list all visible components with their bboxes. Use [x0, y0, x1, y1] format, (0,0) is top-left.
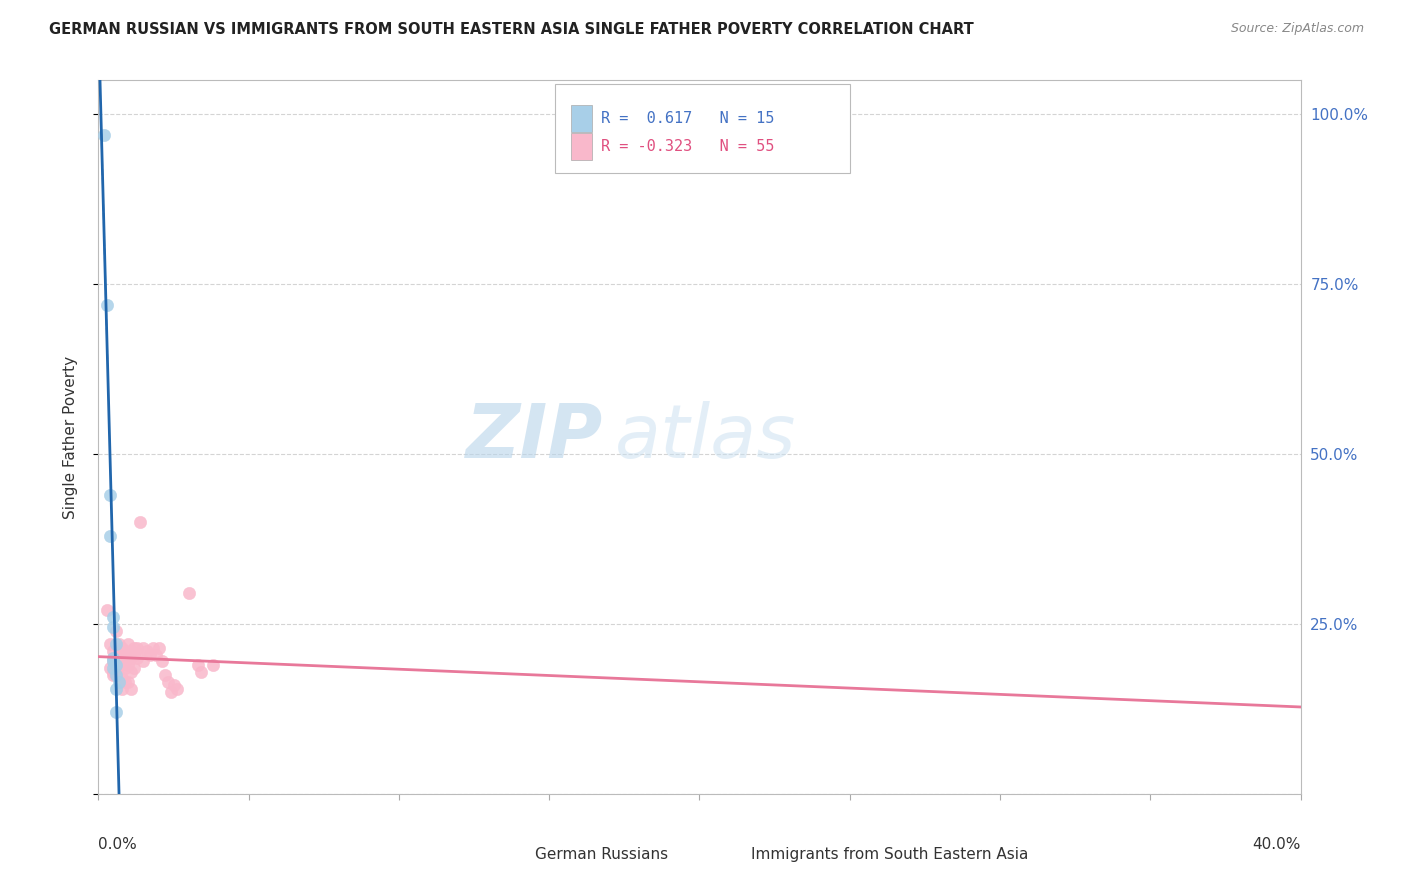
Point: [141, 640, 163, 655]
Point: [111, 640, 134, 655]
Point: [103, 651, 125, 665]
Point: [96, 297, 118, 311]
Point: [108, 644, 131, 658]
Point: [166, 681, 188, 696]
Point: [156, 674, 179, 689]
Text: atlas: atlas: [616, 401, 797, 473]
Point: [150, 654, 173, 668]
Bar: [571, 105, 592, 132]
Point: [190, 665, 212, 679]
Text: German Russians: German Russians: [534, 847, 668, 862]
Text: Immigrants from South Eastern Asia: Immigrants from South Eastern Asia: [751, 847, 1029, 862]
Point: [111, 657, 134, 672]
Text: ZIP: ZIP: [465, 401, 603, 474]
Point: [103, 661, 125, 675]
Point: [103, 654, 125, 668]
Point: [138, 648, 160, 662]
Point: [129, 515, 152, 529]
Point: [93, 128, 115, 142]
Point: [96, 603, 118, 617]
Point: [114, 661, 136, 675]
Point: [121, 651, 143, 665]
Point: [111, 681, 134, 696]
Point: [103, 620, 125, 634]
Text: 0.0%: 0.0%: [98, 837, 138, 852]
Point: [105, 624, 128, 638]
Point: [103, 610, 125, 624]
Point: [162, 678, 184, 692]
Point: [121, 681, 143, 696]
Bar: [571, 133, 592, 160]
Point: [117, 657, 139, 672]
Point: [127, 651, 149, 665]
Text: R =  0.617   N = 15: R = 0.617 N = 15: [600, 112, 775, 126]
Text: R = -0.323   N = 55: R = -0.323 N = 55: [600, 139, 775, 154]
Point: [108, 637, 131, 651]
Text: 40.0%: 40.0%: [1253, 837, 1301, 852]
Text: Source: ZipAtlas.com: Source: ZipAtlas.com: [1230, 22, 1364, 36]
Point: [121, 644, 143, 658]
Point: [105, 661, 128, 675]
Text: GERMAN RUSSIAN VS IMMIGRANTS FROM SOUTH EASTERN ASIA SINGLE FATHER POVERTY CORRE: GERMAN RUSSIAN VS IMMIGRANTS FROM SOUTH …: [49, 22, 974, 37]
Point: [114, 644, 136, 658]
Point: [132, 640, 155, 655]
Point: [105, 637, 128, 651]
Point: [105, 657, 128, 672]
Y-axis label: Single Father Poverty: Single Father Poverty: [63, 356, 77, 518]
Point: [121, 665, 143, 679]
Point: [105, 681, 128, 696]
Point: [145, 648, 167, 662]
Point: [105, 657, 128, 672]
Point: [117, 637, 139, 651]
Point: [124, 648, 146, 662]
Point: [201, 657, 224, 672]
FancyBboxPatch shape: [555, 84, 849, 173]
Point: [135, 644, 157, 658]
Point: [103, 654, 125, 668]
Point: [117, 648, 139, 662]
Bar: [501, 846, 527, 863]
Point: [105, 668, 128, 682]
Point: [103, 665, 125, 679]
Point: [105, 651, 128, 665]
Point: [153, 668, 176, 682]
Point: [100, 637, 122, 651]
Point: [159, 685, 181, 699]
Point: [100, 528, 122, 542]
Point: [114, 651, 136, 665]
Point: [108, 668, 131, 682]
Point: [100, 661, 122, 675]
Point: [103, 668, 125, 682]
Point: [132, 654, 155, 668]
Point: [124, 661, 146, 675]
Point: [114, 674, 136, 689]
Point: [108, 674, 131, 689]
Point: [117, 674, 139, 689]
Point: [103, 644, 125, 658]
Point: [105, 706, 128, 720]
Point: [177, 586, 200, 600]
Point: [148, 640, 170, 655]
Point: [124, 640, 146, 655]
Point: [111, 671, 134, 685]
Point: [105, 668, 128, 682]
Point: [187, 657, 209, 672]
Point: [108, 654, 131, 668]
Bar: [717, 846, 744, 863]
Point: [100, 488, 122, 502]
Point: [127, 640, 149, 655]
